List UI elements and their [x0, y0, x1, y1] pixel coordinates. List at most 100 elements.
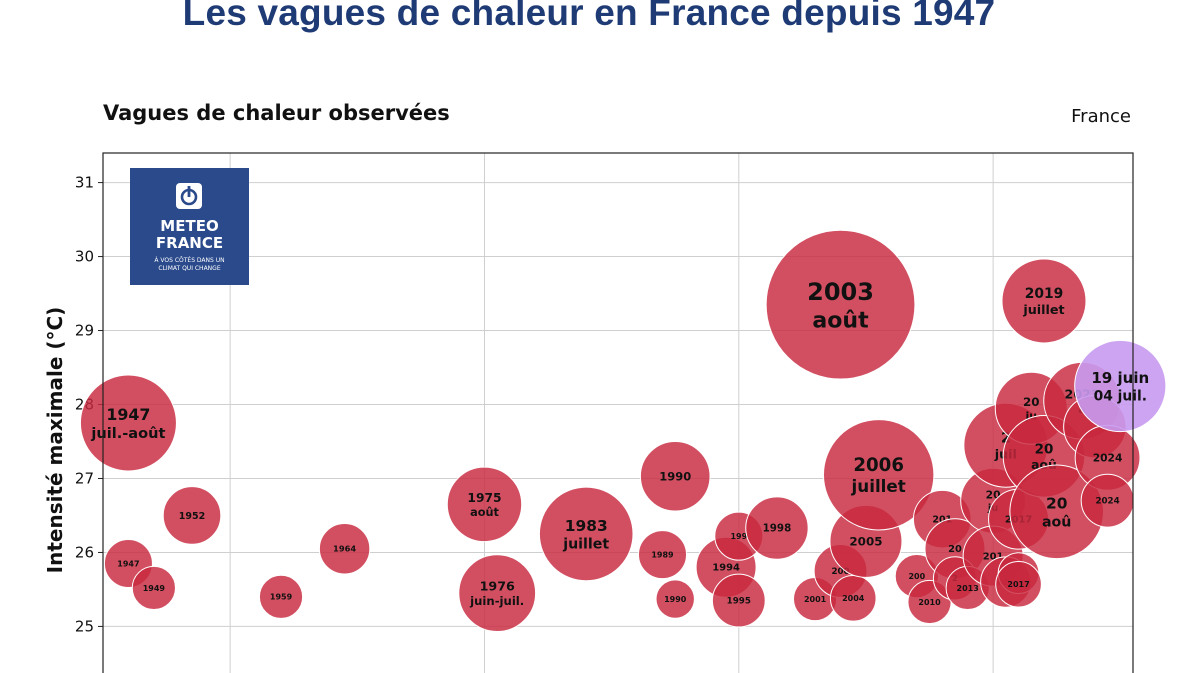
bubble-label-year: 2003 — [807, 278, 874, 306]
bubble-point: 1990 — [655, 579, 695, 619]
bubble-point: 2017 — [995, 560, 1042, 608]
bubble — [711, 573, 766, 628]
bubble-point: 1983 juillet — [538, 486, 634, 582]
bubble-label-year: 1998 — [763, 523, 792, 535]
bubble — [745, 496, 809, 560]
bubble-label-period: aoû — [1042, 514, 1071, 530]
bubble-label-period: août — [812, 308, 869, 333]
bubble-label-year: 1990 — [664, 595, 687, 604]
bubble-label-year: 1995 — [727, 597, 751, 607]
bubble-label-year: 199 — [730, 532, 747, 541]
bubble-label-year: 1975 — [467, 491, 501, 505]
plot-frame — [102, 152, 1134, 673]
bubble-label-period: 04 juil. — [1094, 388, 1147, 404]
bubble-label-year: 2024 — [1093, 452, 1123, 465]
y-tick-layer: 25262728293031 — [75, 174, 103, 635]
bubble-label-year: 1949 — [143, 584, 166, 593]
bubble-label-year: 1947 — [106, 405, 150, 424]
bubble-label-period: juin-juil. — [469, 594, 524, 608]
bubble-label-year: 20 — [1046, 495, 1067, 513]
bubble-point: 2024 — [1074, 424, 1141, 491]
bubble-point: 1998 — [745, 496, 809, 560]
bubble — [1001, 258, 1087, 344]
bubble-label-period: août — [470, 506, 499, 519]
bubble-label-period: juillet — [562, 537, 609, 553]
y-tick-label: 26 — [75, 543, 94, 561]
bubble-point: 2004 — [829, 575, 877, 622]
bubble-point: 1995 — [711, 573, 766, 628]
region-label: France — [1071, 106, 1131, 127]
bubble — [655, 579, 695, 619]
bubble — [79, 374, 177, 472]
y-tick-label: 25 — [75, 617, 94, 635]
bubble-label-year: 2006 — [853, 455, 904, 476]
bubble-point: 1952 — [162, 486, 222, 545]
bubble — [258, 574, 304, 619]
bubble-layer: 1947juil.-août194719491952195919641975ao… — [79, 229, 1167, 633]
bubble-label-year: 200 — [831, 567, 849, 577]
logo-name-line1: METEO — [160, 217, 219, 235]
bubble — [1080, 473, 1135, 528]
bubble — [446, 466, 523, 543]
bubble-point: 1964 — [318, 523, 371, 575]
y-tick-label: 29 — [75, 322, 94, 340]
bubble-label-year: 1976 — [480, 579, 515, 594]
bubble-label-year: 200 — [908, 572, 925, 581]
bubble-label-year: 2 — [1001, 430, 1011, 446]
meteo-france-logo-icon — [176, 183, 202, 209]
bubble-label-year: 2005 — [849, 535, 882, 549]
bubble-label-year: 2001 — [804, 595, 827, 604]
bubble-label-year: 1959 — [270, 593, 293, 602]
bubble — [162, 486, 222, 545]
bubble-label-period: juil.-août — [90, 425, 165, 442]
logo-tagline-line1: À VOS CÔTÉS DANS UN — [154, 257, 225, 264]
logo-name-line2: FRANCE — [155, 234, 224, 252]
bubble-label-year: 19 juin — [1091, 369, 1149, 387]
bubble-label-period: juillet — [851, 476, 906, 496]
bubble-label-year: 20 — [1035, 443, 1054, 458]
bubble-label-year: 20 — [948, 544, 962, 555]
bubble-label-year: 1989 — [651, 550, 674, 559]
bubble-label-period: juillet — [1022, 303, 1064, 318]
bubble-label-year: 1952 — [179, 511, 205, 522]
bubble — [765, 229, 916, 380]
bubble-point: 1989 — [638, 530, 688, 580]
slide-title: Les vagues de chaleur en France depuis 1… — [182, 0, 996, 33]
bubble-label-year: 20 — [1023, 395, 1040, 409]
bubble-label-year: 201 — [932, 514, 952, 525]
bubble — [538, 486, 634, 582]
y-tick-label: 27 — [75, 469, 94, 487]
bubble — [131, 565, 176, 611]
y-tick-label: 31 — [75, 174, 94, 192]
y-tick-label: 30 — [75, 248, 94, 266]
bubble-label-year: 2013 — [957, 584, 979, 593]
bubble-label-year: 1964 — [333, 544, 356, 554]
bubble — [995, 560, 1042, 608]
bubble — [639, 440, 711, 512]
bubble-point: 1959 — [258, 574, 304, 619]
bubble-point: 2024 — [1080, 473, 1135, 528]
bubble-label-year: 2004 — [842, 594, 865, 603]
bubble-label-year: 2010 — [918, 598, 941, 607]
bubble-label-year: 1994 — [712, 563, 740, 574]
bubble-point: 1949 — [131, 565, 176, 611]
bubble-point: 1990 — [639, 440, 711, 512]
chart-title: Vagues de chaleur observées — [103, 101, 450, 125]
bubble-label-year: 201 — [983, 552, 1004, 563]
bubble-label-year: 1947 — [117, 559, 139, 568]
bubble-label-year: 2017 — [1007, 580, 1029, 589]
meteo-france-logo: METEO FRANCE À VOS CÔTÉS DANS UN CLIMAT … — [130, 168, 249, 285]
bubble — [822, 419, 935, 531]
bubble — [318, 523, 371, 575]
bubble — [638, 530, 688, 580]
bubble-label-year: 2024 — [1095, 497, 1119, 507]
